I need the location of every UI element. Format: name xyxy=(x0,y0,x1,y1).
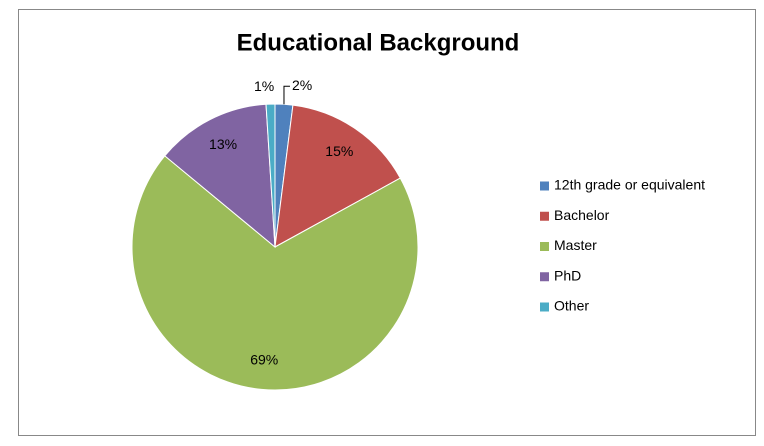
pie-slice xyxy=(265,103,276,248)
legend-swatch xyxy=(540,302,549,312)
legend-swatch xyxy=(540,242,549,251)
pie-slice xyxy=(131,155,419,391)
legend-label: 12th grade or equivalent xyxy=(554,177,705,193)
pie-slice xyxy=(274,104,401,248)
data-label: 1% xyxy=(254,78,274,94)
data-label: 15% xyxy=(325,143,353,159)
legend-label: Master xyxy=(554,237,597,253)
data-label: 2% xyxy=(292,77,312,93)
pie-slice xyxy=(164,103,276,249)
chart-title: Educational Background xyxy=(237,29,520,56)
legend-swatch xyxy=(540,272,549,282)
leader-line xyxy=(283,85,290,105)
legend-label: PhD xyxy=(554,267,581,283)
legend-label: Bachelor xyxy=(554,207,610,223)
data-label: 69% xyxy=(250,352,278,368)
legend-swatch xyxy=(540,181,549,191)
legend-label: Other xyxy=(554,298,589,314)
data-label: 13% xyxy=(209,136,237,152)
legend-swatch xyxy=(540,211,549,221)
